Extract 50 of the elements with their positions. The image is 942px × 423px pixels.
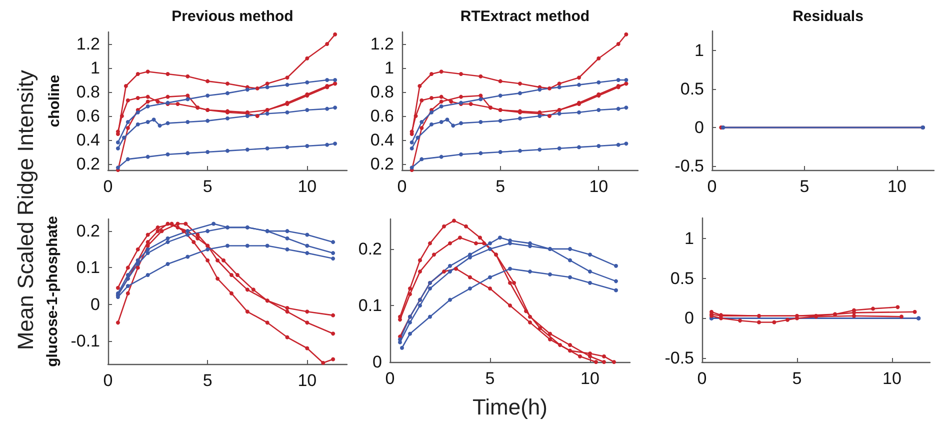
y-tick-label: 0.8 [370, 82, 394, 102]
y-tick-label: 0.5 [670, 268, 694, 288]
y-tick-label: 1 [384, 58, 394, 78]
y-tick-label: 0 [90, 294, 100, 314]
x-tick-label: 0 [397, 177, 407, 196]
x-tick-label: 10 [589, 177, 608, 196]
y-tick-label: 0.4 [76, 130, 100, 150]
y-tick-label: 0.1 [358, 296, 382, 315]
y-axis-title: glucose-1-phosphate [44, 216, 61, 367]
x-tick-label: 5 [485, 369, 495, 388]
x-axis-title: Time(h) [472, 394, 548, 420]
y-tick-label: 0.2 [370, 154, 394, 174]
x-tick-label: 10 [882, 369, 902, 388]
x-tick-label: 10 [298, 177, 317, 196]
y-tick-label: 0 [684, 308, 694, 328]
y-tick-label: -0.5 [674, 156, 704, 176]
y-tick-label: 0.5 [680, 79, 704, 98]
y-tick-label: 0 [694, 118, 704, 138]
y-tick-label: -0.1 [70, 331, 100, 350]
y-tick-label: -0.5 [664, 348, 694, 368]
y-tick-label: 1 [684, 229, 694, 248]
y-tick-label: 0.2 [358, 239, 382, 258]
y-tick-label: 0.1 [76, 258, 100, 278]
y-tick-label: 0.2 [76, 154, 100, 174]
chart-title: Residuals [792, 8, 864, 25]
y-tick-label: 0 [372, 352, 382, 372]
y-tick-label: 1.2 [370, 34, 394, 54]
y-tick-label: 0.2 [76, 222, 100, 241]
x-tick-label: 5 [496, 177, 506, 196]
y-tick-label: 0.6 [76, 106, 100, 126]
y-tick-label: 0.8 [76, 82, 100, 102]
y-tick-label: 1.2 [76, 34, 100, 54]
chart-title: RTExtract method [460, 8, 590, 25]
y-axis-title: choline [46, 74, 63, 128]
chart-title: Previous method [172, 8, 294, 25]
y-tick-label: 0.6 [370, 106, 394, 126]
text: Mean Scaled Ridge Intensity [13, 70, 39, 350]
x-tick-label: 5 [800, 177, 810, 196]
x-tick-label: 5 [202, 177, 212, 196]
x-tick-label: 5 [202, 371, 212, 390]
x-tick-label: 5 [792, 369, 802, 388]
y-tick-label: 0.4 [370, 130, 394, 150]
x-tick-label: 0 [707, 177, 717, 196]
x-tick-label: 10 [580, 369, 600, 388]
x-tick-label: 10 [298, 371, 317, 390]
x-tick-label: 0 [103, 177, 113, 196]
y-tick-label: 1 [90, 58, 100, 78]
x-tick-label: 0 [103, 371, 113, 390]
x-tick-label: 10 [888, 177, 906, 196]
y-tick-label: 1 [694, 40, 704, 60]
